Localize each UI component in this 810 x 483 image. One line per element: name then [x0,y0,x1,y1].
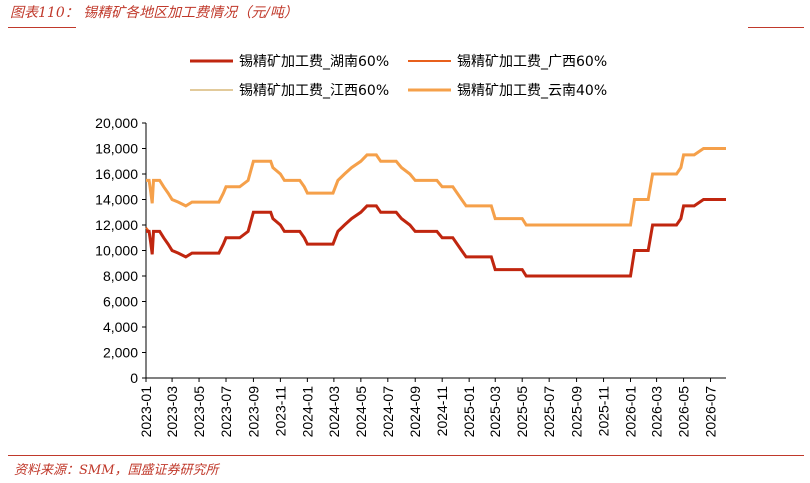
y-tick-label: 4,000 [103,319,138,335]
x-tick-label: 2024-05 [353,386,369,438]
y-tick-label: 20,000 [95,115,138,131]
x-tick-label: 2025-09 [569,386,585,438]
series-line [146,198,726,278]
x-tick-label: 2024-09 [407,386,423,438]
y-tick-label: 14,000 [95,192,138,208]
y-tick-label: 2,000 [103,345,138,361]
figure-title: 图表110： 锡精矿各地区加工费情况（元/吨） [10,5,298,21]
header-rule-left [8,27,76,28]
y-tick-label: 12,000 [95,217,138,233]
x-tick-label: 2024-03 [326,386,342,438]
x-tick-label: 2025-07 [541,386,557,438]
y-tick-label: 0 [130,370,138,386]
series-line [146,147,726,227]
footer-rule [8,455,804,456]
legend-label: 锡精矿加工费_广西60% [457,54,607,70]
y-tick-label: 8,000 [103,268,138,284]
x-tick-label: 2025-01 [461,386,477,438]
x-tick-label: 2023-03 [164,386,180,438]
legend-label: 锡精矿加工费_云南40% [457,83,607,99]
x-tick-label: 2026-07 [703,386,719,438]
x-tick-label: 2025-03 [487,386,503,438]
x-tick-label: 2024-07 [380,386,396,438]
x-tick-label: 2026-03 [649,386,665,438]
source-note: 资料来源：SMM，国盛证券研究所 [14,463,219,478]
x-tick-label: 2023-05 [191,386,207,438]
x-tick-label: 2023-07 [218,386,234,438]
y-tick-label: 18,000 [95,141,138,157]
x-tick-label: 2024-11 [434,386,450,437]
y-tick-label: 16,000 [95,166,138,182]
x-tick-label: 2023-11 [272,386,288,437]
x-tick-label: 2023-01 [138,386,154,438]
x-tick-label: 2024-01 [299,386,315,438]
x-tick-label: 2025-11 [596,386,612,437]
header-rule-right [748,27,804,28]
legend-label: 锡精矿加工费_江西60% [239,83,389,99]
x-tick-label: 2023-09 [245,386,261,438]
x-tick-label: 2026-01 [623,386,639,438]
y-tick-label: 10,000 [95,243,138,259]
y-tick-label: 6,000 [103,294,138,310]
x-tick-label: 2025-05 [514,386,530,438]
legend-label: 锡精矿加工费_湖南60% [239,54,389,70]
x-tick-label: 2026-05 [676,386,692,438]
